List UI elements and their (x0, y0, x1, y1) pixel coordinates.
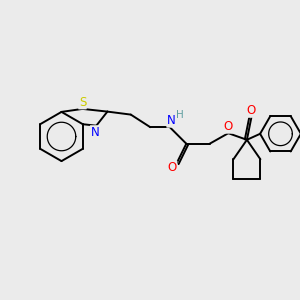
Text: N: N (90, 126, 99, 139)
Text: N: N (167, 114, 176, 127)
Text: O: O (223, 120, 232, 133)
Text: H: H (176, 110, 183, 120)
Text: O: O (247, 104, 256, 117)
Text: S: S (79, 96, 86, 109)
Text: O: O (168, 161, 177, 174)
